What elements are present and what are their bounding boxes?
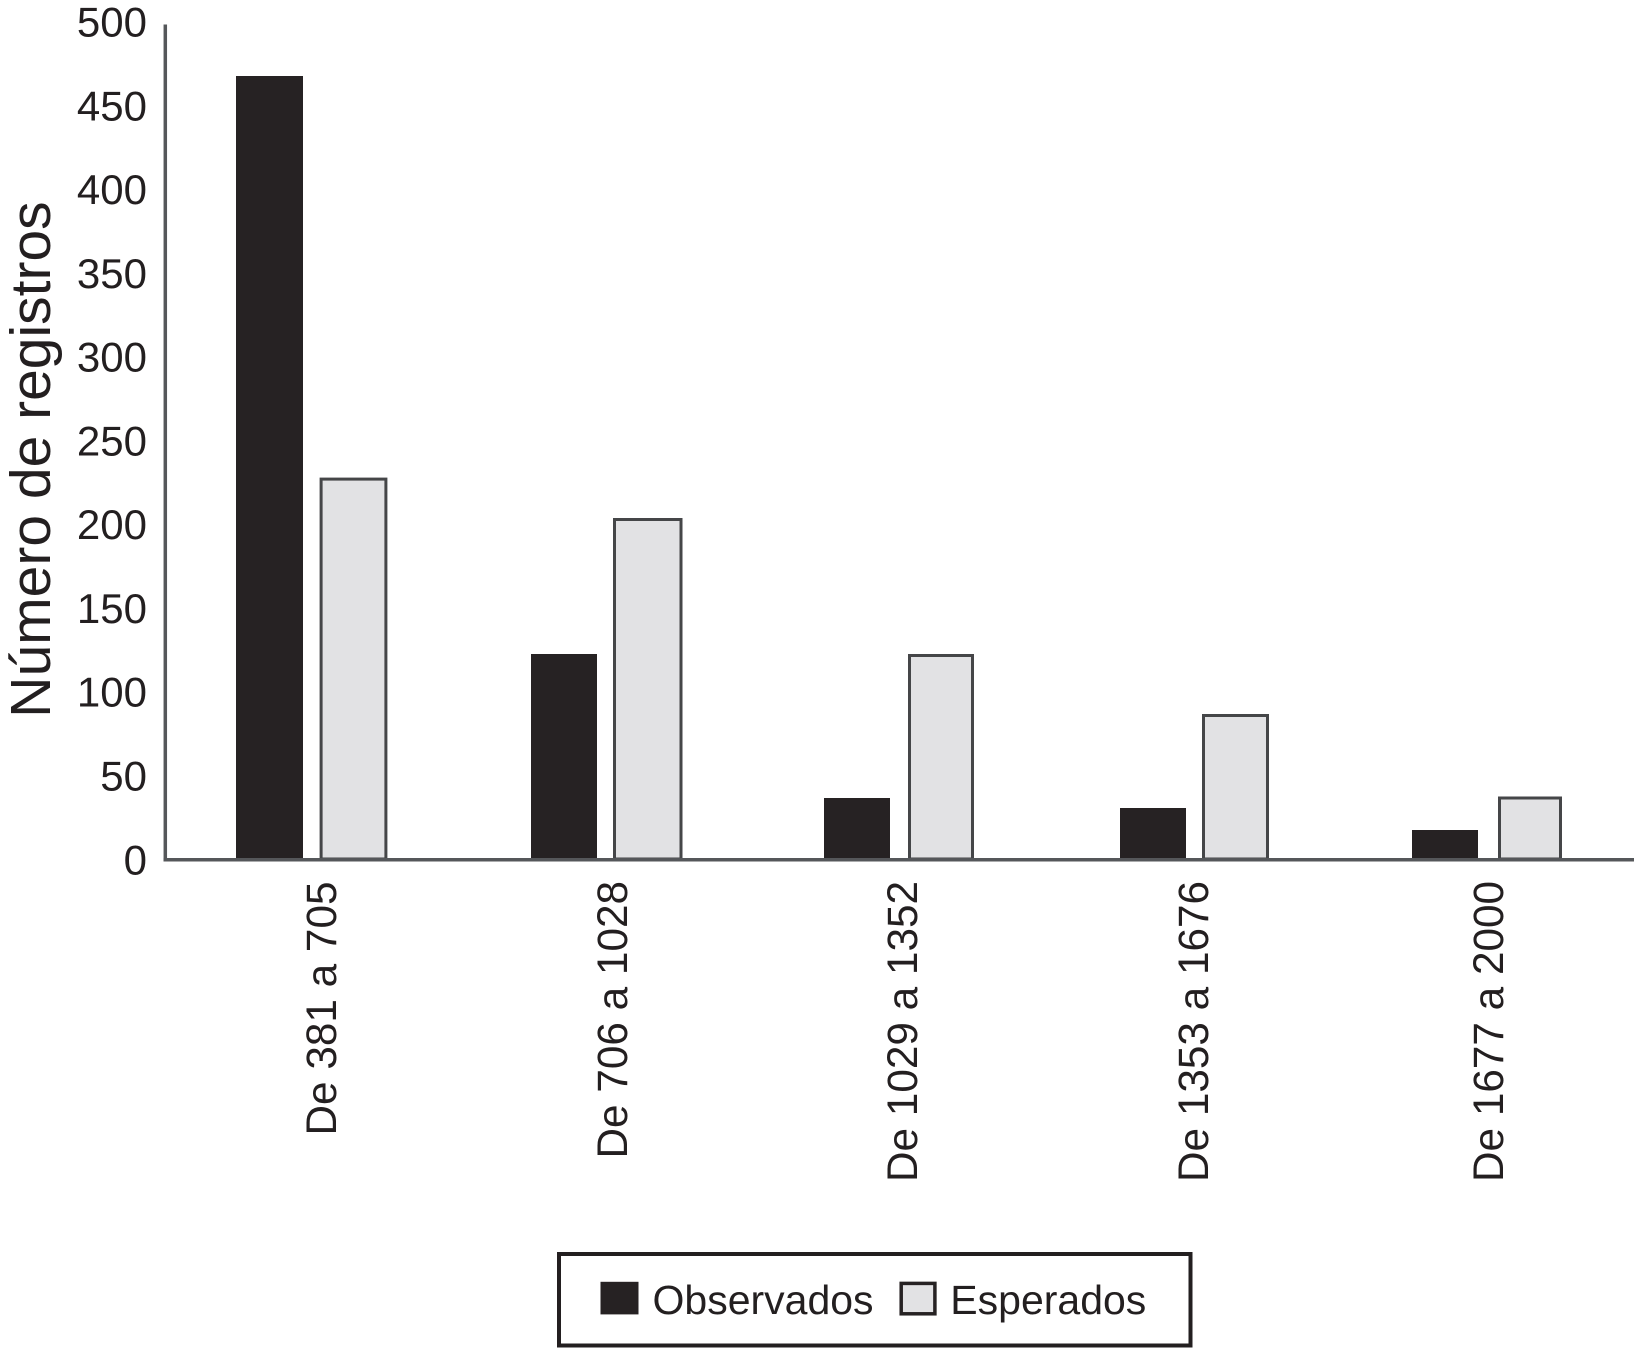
- svg-text:500: 500: [77, 0, 147, 46]
- svg-text:De 1677 a 2000: De 1677 a 2000: [1465, 881, 1512, 1182]
- svg-text:450: 450: [77, 82, 147, 129]
- svg-text:300: 300: [77, 334, 147, 381]
- svg-text:150: 150: [77, 585, 147, 632]
- svg-text:De 1029 a 1352: De 1029 a 1352: [879, 881, 926, 1182]
- svg-text:Esperados: Esperados: [950, 1277, 1146, 1323]
- svg-text:350: 350: [77, 250, 147, 297]
- svg-text:400: 400: [77, 166, 147, 213]
- svg-text:0: 0: [124, 836, 147, 883]
- svg-text:De 381 a 705: De 381 a 705: [298, 882, 345, 1136]
- svg-text:De 1353 a 1676: De 1353 a 1676: [1170, 881, 1217, 1182]
- svg-text:Número de registros: Número de registros: [0, 201, 63, 717]
- svg-text:200: 200: [77, 501, 147, 548]
- svg-text:250: 250: [77, 417, 147, 464]
- svg-text:De 706 a 1028: De 706 a 1028: [589, 881, 636, 1159]
- svg-text:Observados: Observados: [653, 1277, 874, 1323]
- svg-text:50: 50: [100, 753, 147, 800]
- svg-text:100: 100: [77, 669, 147, 716]
